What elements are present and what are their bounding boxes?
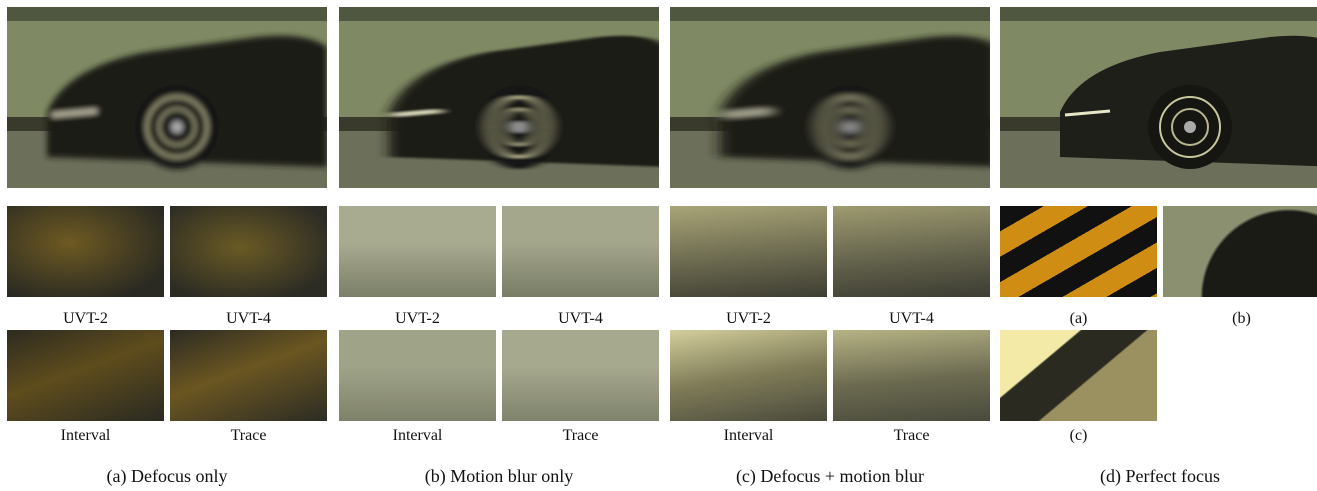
render-image — [7, 7, 327, 188]
crop-image — [670, 206, 827, 297]
crop-image — [7, 330, 164, 421]
crop-image — [502, 206, 659, 297]
crop-label: (a) — [1069, 310, 1088, 327]
render-image — [339, 7, 659, 188]
crop-image — [339, 206, 496, 297]
crop-image — [339, 330, 496, 421]
crop-image — [502, 330, 659, 421]
crop-label: UVT-4 — [889, 310, 934, 327]
crop-label: Trace — [562, 427, 599, 444]
crop-label: Trace — [230, 427, 267, 444]
crop-label: Interval — [60, 427, 111, 444]
render-image — [670, 7, 990, 188]
caption: (b) Motion blur only — [424, 466, 574, 486]
crop-label: UVT-2 — [395, 310, 440, 327]
crop-label: Trace — [893, 427, 930, 444]
crop-image — [833, 330, 990, 421]
crop-label: UVT-2 — [63, 310, 108, 327]
crop-image — [1000, 330, 1157, 421]
crop-image — [833, 206, 990, 297]
crop-label: Interval — [723, 427, 774, 444]
crop-label: (c) — [1069, 427, 1088, 444]
crop-label: UVT-2 — [726, 310, 771, 327]
crop-label: UVT-4 — [226, 310, 271, 327]
crop-image — [1163, 206, 1317, 297]
crop-image — [670, 330, 827, 421]
caption: (d) Perfect focus — [1100, 466, 1220, 486]
render-image — [1000, 7, 1317, 188]
caption: (a) Defocus only — [106, 466, 228, 486]
crop-image — [170, 330, 327, 421]
crop-image — [1000, 206, 1157, 297]
crop-label: (b) — [1232, 310, 1251, 327]
caption: (c) Defocus + motion blur — [735, 466, 925, 486]
crop-image — [7, 206, 164, 297]
crop-label: Interval — [392, 427, 443, 444]
crop-label: UVT-4 — [558, 310, 603, 327]
crop-image — [170, 206, 327, 297]
